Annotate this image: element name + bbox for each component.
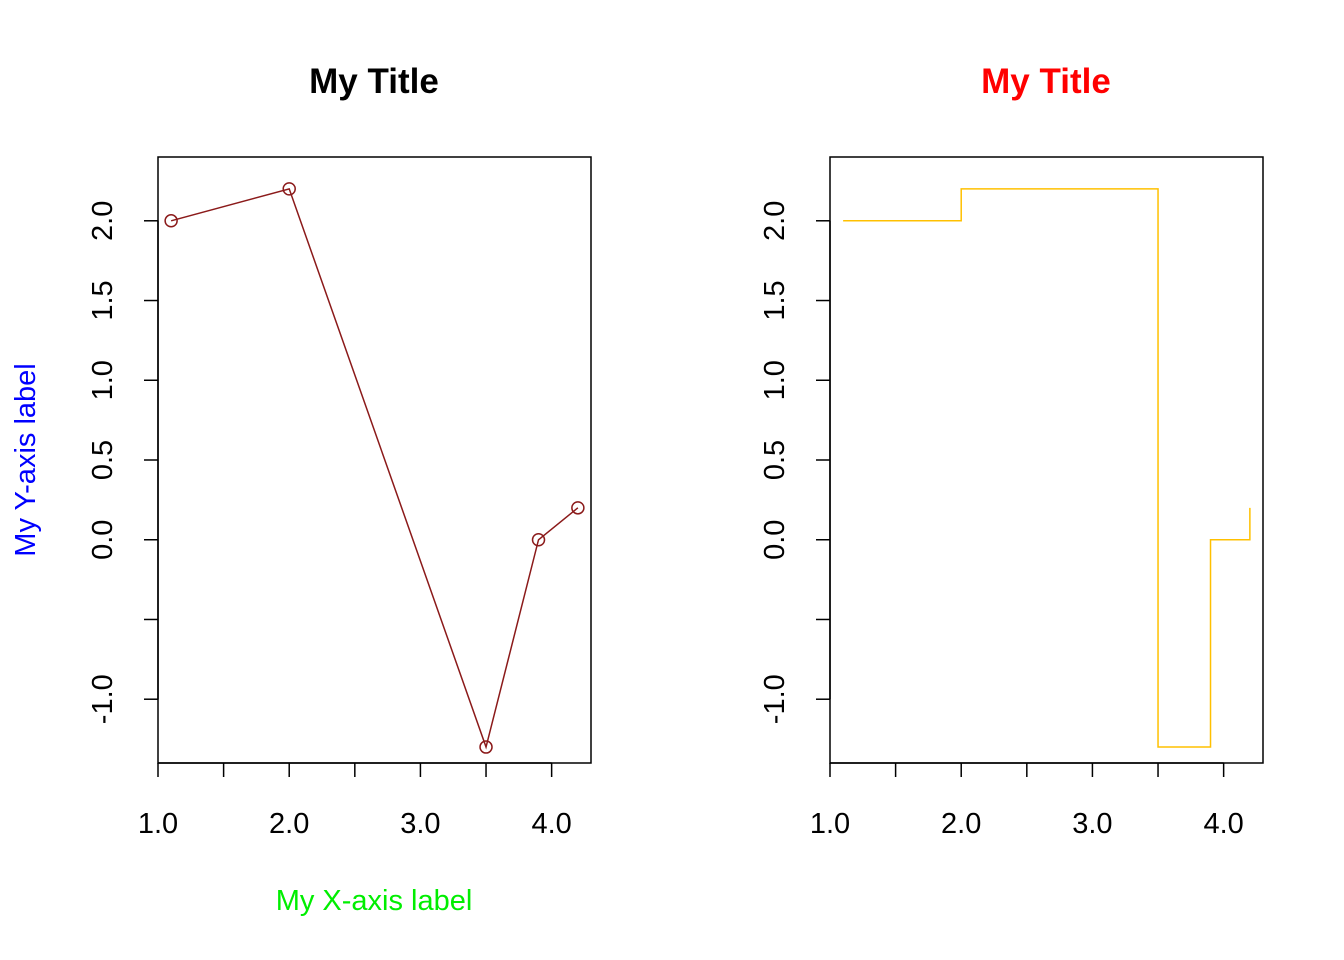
x-tick-label: 4.0 (531, 808, 571, 840)
y-tick-label: 0.5 (87, 440, 119, 480)
y-tick-label: 2.0 (759, 201, 791, 241)
x-tick-label: 3.0 (1072, 808, 1112, 840)
left-plot-area (157, 156, 592, 764)
y-tick-label: 0.5 (759, 440, 791, 480)
x-tick-label: 1.0 (810, 808, 850, 840)
left-chart-title: My Title (309, 62, 439, 101)
x-tick-label: 2.0 (941, 808, 981, 840)
y-tick-label: 0.0 (87, 520, 119, 560)
x-tick-label: 1.0 (138, 808, 178, 840)
right-chart-title: My Title (981, 62, 1111, 101)
right-series (843, 188, 1251, 748)
y-tick-label: 1.0 (759, 360, 791, 400)
right-x-axis: 1.0 2.0 3.0 4.0 (810, 762, 1244, 840)
data-point (479, 740, 493, 754)
y-tick-label: -1.0 (87, 674, 119, 724)
y-tick-label: -1.0 (759, 674, 791, 724)
data-point (282, 182, 296, 196)
left-y-axis: -1.0 0.0 0.5 1.0 1.5 2.0 (87, 201, 159, 724)
right-y-axis: -1.0 0.0 0.5 1.0 1.5 2.0 (759, 201, 831, 724)
y-tick-label: 1.5 (759, 280, 791, 320)
series-line (843, 188, 1251, 748)
y-tick-label: 2.0 (87, 201, 119, 241)
right-plot-area (829, 156, 1264, 764)
x-tick-label: 4.0 (1203, 808, 1243, 840)
left-y-axis-label: My Y-axis label (10, 363, 42, 556)
data-point (531, 532, 546, 547)
left-x-axis: 1.0 2.0 3.0 4.0 (138, 762, 572, 840)
data-point (164, 214, 178, 228)
left-x-axis-label: My X-axis label (276, 885, 473, 917)
series-line (170, 187, 579, 750)
y-tick-label: 1.0 (87, 360, 119, 400)
x-tick-label: 2.0 (269, 808, 309, 840)
y-tick-label: 1.5 (87, 280, 119, 320)
x-tick-label: 3.0 (400, 808, 440, 840)
data-point (571, 501, 585, 515)
right-panel: My Title 1.0 2.0 3.0 4.0 -1.0 0.0 0.5 1.0 1.5 2.… (759, 62, 1264, 840)
left-panel: My Title 1.0 2.0 3.0 4.0 -1.0 0.0 0.5 1.0 1.5 2.… (10, 62, 592, 917)
y-tick-label: 0.0 (759, 520, 791, 560)
left-series (164, 182, 585, 754)
